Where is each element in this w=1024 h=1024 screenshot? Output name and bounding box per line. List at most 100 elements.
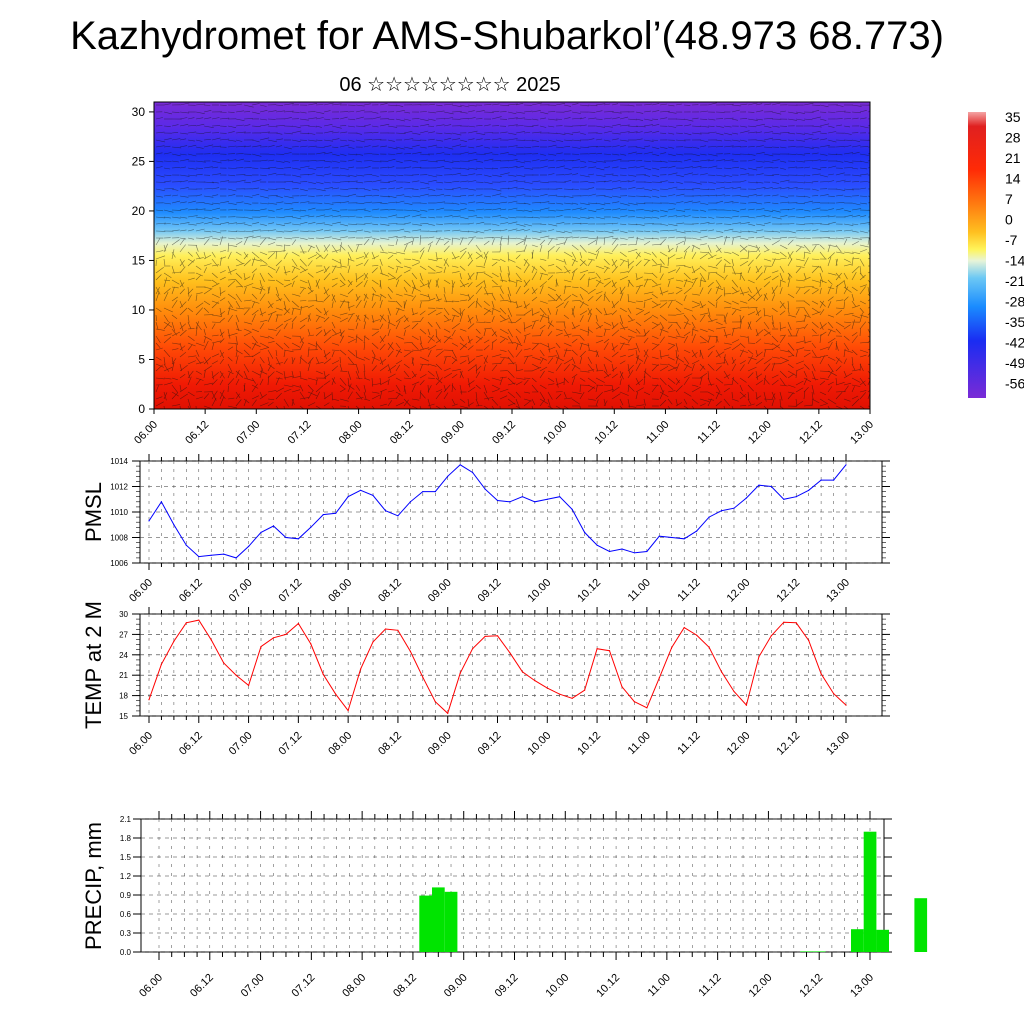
- wind-vector: [155, 166, 163, 169]
- wind-vector: [347, 305, 355, 309]
- wind-vector: [475, 110, 485, 113]
- wind-vector: [539, 125, 547, 128]
- wind-vector: [363, 194, 373, 197]
- wind-vector: [259, 258, 267, 265]
- wind-vector: [683, 321, 691, 325]
- wind-vector: [467, 335, 471, 344]
- wind-vector: [235, 201, 244, 204]
- wind-vector: [235, 118, 245, 121]
- wind-vector: [835, 377, 838, 385]
- wind-vector: [699, 265, 707, 272]
- wind-vector: [267, 166, 277, 169]
- wind-vector: [435, 181, 444, 184]
- wind-vector: [403, 111, 411, 114]
- wind-vector: [867, 167, 870, 169]
- wind-vector: [211, 194, 219, 197]
- wind-vector: [315, 111, 325, 114]
- wind-vector: [435, 159, 446, 162]
- wind-vector: [811, 307, 820, 313]
- wind-vector: [379, 166, 389, 169]
- wind-vector: [219, 256, 227, 260]
- wind-vector: [443, 286, 446, 294]
- pmsl-point: [248, 545, 250, 548]
- wind-vector: [371, 195, 380, 197]
- pmsl-point: [559, 496, 561, 498]
- wind-vector: [659, 238, 666, 246]
- wind-vector: [163, 145, 171, 148]
- wind-vector: [259, 118, 268, 121]
- wind-vector: [795, 202, 805, 205]
- wind-vector: [811, 229, 819, 232]
- wind-vector: [683, 279, 694, 283]
- wind-vector: [251, 235, 261, 239]
- wind-vector: [635, 252, 641, 260]
- wind-vector: [843, 335, 850, 341]
- wind-vector: [683, 250, 687, 260]
- wind-vector: [243, 259, 252, 267]
- wind-vector: [539, 285, 544, 295]
- wind-vector: [843, 398, 851, 402]
- wind-vector: [579, 286, 589, 293]
- wind-vector: [283, 244, 285, 253]
- wind-vector: [283, 195, 294, 199]
- wind-vector: [283, 388, 292, 393]
- wind-vector: [683, 132, 692, 136]
- wind-vector: [755, 223, 765, 226]
- wind-vector: [187, 144, 197, 148]
- wind-vector: [395, 251, 406, 255]
- wind-vector: [827, 329, 832, 337]
- wind-vector: [155, 250, 164, 253]
- wind-vector: [483, 251, 487, 259]
- wind-vector: [523, 348, 531, 351]
- wind-vector: [739, 342, 746, 349]
- wind-vector: [243, 276, 251, 281]
- wind-vector: [299, 174, 310, 176]
- wind-vector: [739, 260, 749, 267]
- wind-vector: [699, 403, 706, 407]
- wind-vector: [723, 312, 728, 323]
- wind-vector: [283, 300, 287, 311]
- wind-vector: [355, 139, 365, 143]
- wind-vector: [483, 167, 494, 170]
- wind-vector: [835, 244, 842, 253]
- wind-vector: [179, 387, 188, 393]
- wind-vector: [635, 307, 643, 311]
- wind-vector: [363, 405, 366, 409]
- wind-vector: [603, 103, 611, 106]
- wind-vector: [619, 215, 628, 218]
- wind-vector: [403, 146, 413, 150]
- wind-vector: [611, 237, 618, 246]
- wind-vector: [259, 230, 270, 232]
- wind-vector: [219, 222, 229, 225]
- wind-vector: [275, 370, 283, 375]
- wind-vector: [443, 372, 453, 379]
- wind-vector: [619, 153, 627, 156]
- wind-vector: [635, 354, 640, 365]
- wind-vector: [459, 167, 470, 170]
- temp-point: [409, 650, 411, 653]
- wind-vector: [315, 278, 320, 288]
- wind-vector: [819, 300, 826, 307]
- colorbar-label: -28: [1005, 294, 1024, 310]
- wind-vector: [251, 222, 260, 225]
- wind-vector: [635, 223, 645, 226]
- wind-vector: [859, 202, 867, 205]
- wind-vector: [563, 279, 572, 283]
- wind-vector: [859, 160, 869, 164]
- wind-vector: [699, 145, 707, 148]
- wind-vector: [747, 356, 757, 361]
- wind-vector: [179, 132, 188, 135]
- wind-vector: [419, 391, 426, 399]
- wind-vector: [483, 344, 490, 351]
- wind-vector: [195, 132, 205, 134]
- wind-vector: [507, 145, 518, 148]
- wind-vector: [291, 399, 294, 407]
- wind-vector: [435, 237, 445, 241]
- wind-vector: [171, 404, 181, 407]
- wind-vector: [539, 342, 550, 348]
- wind-vector: [307, 361, 311, 372]
- wind-vector: [739, 208, 747, 211]
- wind-vector: [363, 209, 371, 212]
- wind-vector: [507, 153, 517, 156]
- wind-vector: [227, 328, 231, 339]
